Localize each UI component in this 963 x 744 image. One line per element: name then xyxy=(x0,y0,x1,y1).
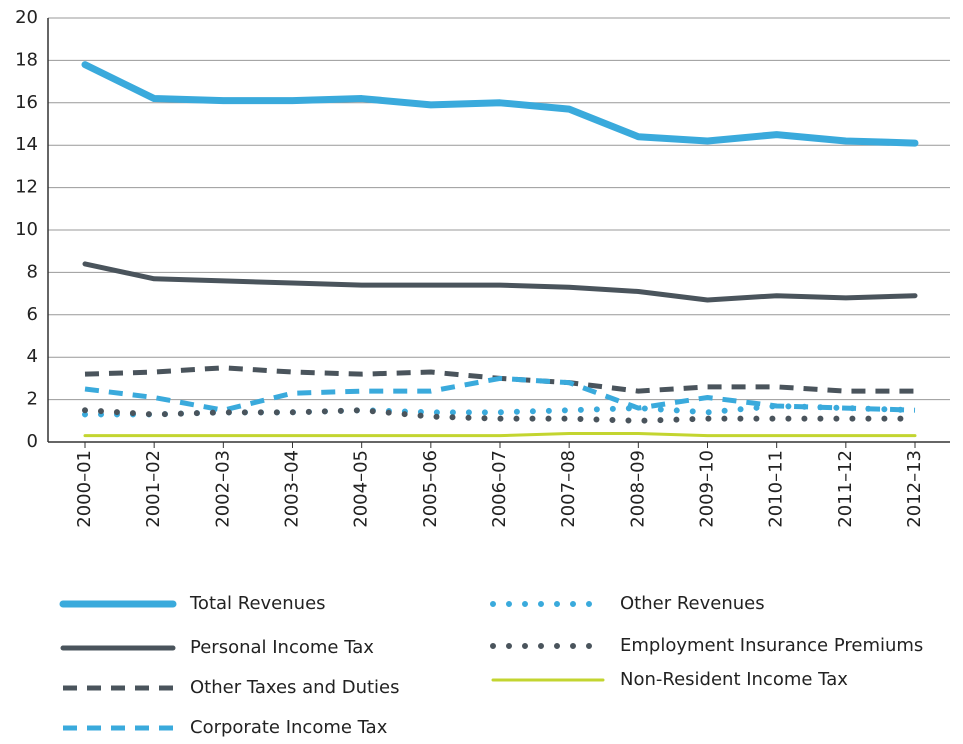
legend-label: Personal Income Tax xyxy=(190,637,374,658)
x-tick-label: 2002–03 xyxy=(212,450,233,528)
y-tick-label: 14 xyxy=(15,134,38,155)
y-tick-label: 10 xyxy=(15,219,38,240)
legend-label: Employment Insurance Premiums xyxy=(620,635,923,656)
y-tick-label: 20 xyxy=(15,7,38,28)
legend-label: Total Revenues xyxy=(189,593,326,614)
x-tick-label: 2009–10 xyxy=(697,450,718,528)
y-tick-label: 8 xyxy=(27,261,38,282)
y-tick-label: 16 xyxy=(15,92,38,113)
x-tick-label: 2008–09 xyxy=(627,450,648,528)
series-line xyxy=(84,375,916,413)
series-line xyxy=(82,407,918,424)
x-tick-label: 2004–05 xyxy=(351,450,372,528)
series-line xyxy=(81,61,919,147)
x-tick-label: 2011–12 xyxy=(835,450,856,528)
legend-label: Non-Resident Income Tax xyxy=(620,669,848,690)
x-tick-label: 2012–13 xyxy=(904,450,925,528)
x-tick-label: 2007–08 xyxy=(558,450,579,528)
legend-label: Corporate Income Tax xyxy=(190,717,388,738)
y-tick-label: 4 xyxy=(27,346,38,367)
x-tick-label: 2005–06 xyxy=(420,450,441,528)
legend-label: Other Taxes and Duties xyxy=(190,677,400,698)
series-line xyxy=(83,432,917,438)
legend-label: Other Revenues xyxy=(620,593,765,614)
y-tick-label: 12 xyxy=(15,177,38,198)
x-tick-label: 2010–11 xyxy=(766,450,787,528)
y-tick-label: 18 xyxy=(15,49,38,70)
x-tick-label: 2006–07 xyxy=(489,450,510,528)
x-tick-label: 2003–04 xyxy=(282,450,303,528)
y-tick-label: 2 xyxy=(27,389,38,410)
y-tick-label: 0 xyxy=(27,431,38,452)
y-tick-label: 6 xyxy=(27,304,38,325)
x-tick-label: 2000–01 xyxy=(74,450,95,528)
x-tick-label: 2001–02 xyxy=(143,450,164,528)
series-line xyxy=(82,261,918,303)
series-line xyxy=(82,402,918,418)
